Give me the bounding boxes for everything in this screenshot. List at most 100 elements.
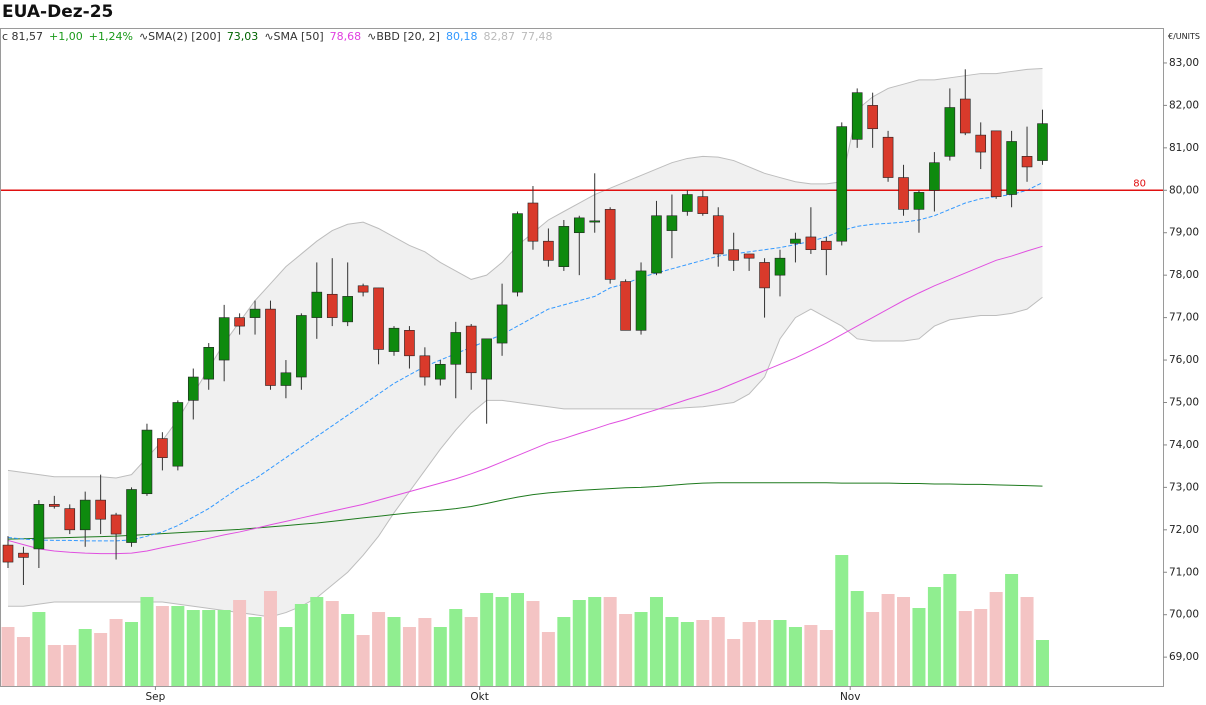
volume-bar	[989, 592, 1003, 686]
volume-bar	[325, 601, 339, 686]
volume-bar	[634, 612, 648, 686]
candle-body	[110, 514, 122, 535]
legend-item: 78,68	[329, 30, 362, 43]
candle-body	[265, 308, 276, 386]
legend: c 81,57 +1,00 +1,24% ∿SMA(2) [200] 73,03 ∿SMA…	[2, 30, 552, 43]
candle-body	[280, 372, 292, 386]
candle-body	[929, 162, 940, 191]
x-tick-label: Okt	[470, 691, 488, 703]
volume-bar	[958, 611, 972, 686]
volume-bar	[727, 639, 741, 686]
volume-bar	[711, 617, 725, 686]
volume-bar	[433, 627, 447, 686]
candle-body	[959, 98, 971, 134]
volume-bar	[897, 597, 911, 686]
candle-body	[759, 262, 770, 289]
horizontal-line-label: 80	[1133, 178, 1146, 189]
volume-bar	[819, 630, 833, 686]
indicator-line	[7, 182, 1043, 542]
x-tick-label: Nov	[840, 691, 861, 703]
candle-body	[187, 376, 199, 401]
volume-bar	[758, 620, 772, 686]
volume-bar	[603, 597, 617, 686]
candle-body	[990, 130, 1002, 197]
candle-body	[913, 192, 925, 210]
volume-bar	[788, 627, 802, 686]
volume-bar	[619, 614, 633, 686]
volume-bar	[835, 555, 849, 686]
legend-item: ∿SMA [50]	[264, 30, 324, 43]
volume-bar	[341, 614, 355, 686]
volume-bar	[742, 622, 756, 686]
y-tick-label: 74,00	[1169, 439, 1199, 451]
candle-body	[975, 134, 987, 153]
volume-bar	[263, 591, 277, 686]
candle-body	[18, 552, 29, 558]
volume-bar	[248, 617, 262, 686]
candle-body	[157, 438, 168, 458]
candle-body	[573, 217, 585, 234]
candle-body	[867, 105, 878, 130]
volume-bar	[912, 608, 926, 686]
candle-body	[404, 330, 415, 357]
chart-title: EUA-Dez-25	[2, 2, 114, 22]
candle-body	[249, 308, 261, 318]
volume-bar	[294, 604, 308, 686]
legend-item: ∿SMA(2) [200]	[138, 30, 221, 43]
candle-body	[1021, 156, 1033, 168]
volume-bar	[140, 597, 154, 686]
indicator-line	[7, 245, 1043, 555]
legend-item: ∿BBD [20, 2]	[367, 30, 440, 43]
volume-bar	[804, 625, 818, 686]
volume-bar	[464, 617, 478, 686]
volume-bar	[109, 619, 123, 686]
volume-bar	[541, 632, 555, 686]
candle-body	[697, 196, 709, 214]
candle-body	[805, 236, 817, 250]
volume-bar	[16, 637, 30, 686]
candle-body	[388, 327, 400, 352]
candle-body	[126, 489, 137, 543]
volume-bar	[850, 591, 864, 686]
y-tick-label: 75,00	[1169, 396, 1199, 408]
candle-body	[342, 296, 353, 323]
candle-body	[1037, 123, 1048, 161]
volume-bar	[402, 627, 416, 686]
y-tick-label: 83,00	[1169, 57, 1199, 69]
candle-body	[326, 293, 338, 318]
legend-item: +1,24%	[88, 30, 133, 43]
candle-body	[682, 194, 693, 212]
volume-bar	[588, 597, 602, 686]
y-tick-label: 79,00	[1169, 227, 1199, 239]
candle-body	[604, 209, 616, 280]
candle-body	[64, 508, 76, 531]
volume-bar	[125, 622, 139, 686]
candle-body	[311, 291, 323, 318]
candle-body	[203, 347, 215, 380]
volume-bar	[94, 633, 108, 686]
candle-body	[589, 220, 601, 223]
volume-bar	[881, 594, 895, 686]
volume-bar	[372, 612, 386, 686]
candle-body	[496, 304, 508, 344]
volume-bar	[32, 612, 46, 686]
candle-body	[774, 257, 786, 276]
volume-bar	[680, 622, 694, 686]
candle-body	[1006, 141, 1017, 195]
candle-body	[512, 213, 523, 293]
candle-body	[882, 136, 894, 178]
candle-body	[49, 504, 60, 507]
y-tick-label: 73,00	[1169, 481, 1199, 493]
candle-body	[635, 270, 647, 331]
legend-item: +1,00	[49, 30, 83, 43]
candle-body	[141, 429, 153, 495]
y-tick-label: 71,00	[1169, 566, 1199, 578]
plot-frame	[0, 28, 1164, 687]
candle-body	[898, 177, 909, 210]
volume-bar	[511, 593, 525, 686]
volume-bar	[495, 597, 509, 686]
unit-label: €/UNITS	[1168, 32, 1200, 41]
legend-item: 82,87	[483, 30, 515, 43]
